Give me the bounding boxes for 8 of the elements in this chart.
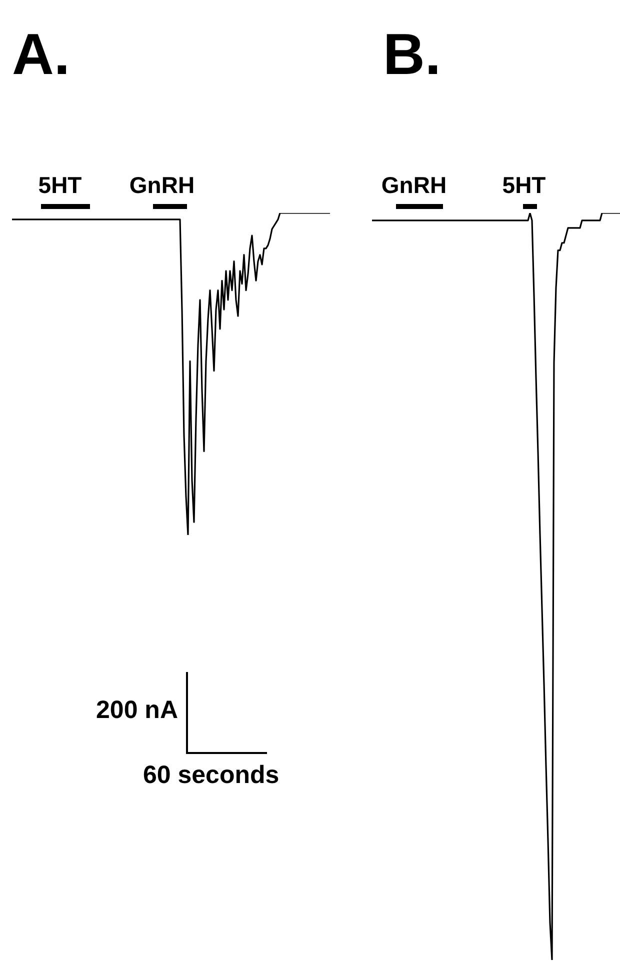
chart-title: A.	[12, 21, 70, 89]
text: GnRH	[129, 172, 195, 198]
text: 60 seconds	[143, 761, 280, 789]
chart-title: B.	[383, 21, 441, 89]
text: 200 nA	[96, 696, 178, 724]
text: GnRH	[381, 172, 447, 198]
text: 5HT	[502, 172, 546, 198]
text: 5HT	[38, 172, 82, 198]
